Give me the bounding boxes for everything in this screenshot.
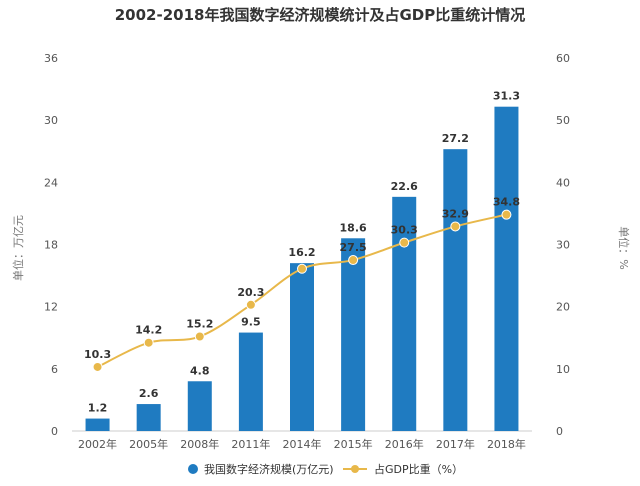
- bar: [85, 418, 110, 431]
- legend-line-dot: [351, 465, 359, 473]
- line-value-label: 30.3: [391, 224, 418, 237]
- left-tick-label: 0: [51, 425, 58, 438]
- bar: [443, 149, 468, 431]
- x-tick-label: 2002年: [78, 437, 117, 451]
- right-tick-label: 60: [556, 52, 570, 65]
- x-tick-label: 2011年: [231, 437, 270, 451]
- bar-value-label: 27.2: [442, 132, 469, 145]
- right-tick-label: 0: [556, 425, 563, 438]
- line-value-label: 32.9: [442, 207, 469, 220]
- line-value-label: 15.2: [186, 318, 213, 331]
- x-tick-label: 2015年: [334, 437, 373, 451]
- right-tick-label: 30: [556, 239, 570, 252]
- x-tick-label: 2014年: [283, 437, 322, 451]
- line-point: [92, 361, 103, 372]
- bar-value-label: 31.3: [493, 90, 520, 103]
- left-tick-label: 12: [44, 301, 58, 314]
- bar-value-label: 22.6: [391, 180, 418, 193]
- legend-line-label: 占GDP比重（%）: [374, 462, 463, 476]
- plot-area: 0 6 12 18 24 30 36 0 10 20 30 40 50 60 2002年 2005年 2008年…: [44, 52, 570, 451]
- bar-value-label: 4.8: [190, 364, 210, 377]
- bar: [187, 381, 212, 431]
- line-value-label: 20.3: [237, 286, 264, 299]
- chart-title: 2002-2018年我国数字经济规模统计及占GDP比重统计情况: [115, 6, 525, 24]
- bar-value-label: 9.5: [241, 316, 261, 329]
- left-axis-title: 单位：万亿元: [11, 215, 25, 281]
- bar-value-label: 2.6: [139, 387, 159, 400]
- x-tick-label: 2016年: [385, 437, 424, 451]
- right-tick-label: 20: [556, 301, 570, 314]
- left-tick-label: 24: [44, 176, 58, 189]
- bar: [494, 106, 519, 432]
- bar: [136, 404, 161, 431]
- bar: [290, 263, 314, 431]
- bar: [392, 196, 417, 431]
- line-point: [297, 263, 307, 274]
- x-tick-label: 2018年: [487, 437, 526, 451]
- right-tick-label: 50: [556, 114, 570, 127]
- right-axis-title: 单位：%: [617, 226, 631, 269]
- line-point: [194, 331, 205, 342]
- left-tick-label: 36: [44, 52, 58, 65]
- bar-value-label: 18.6: [340, 221, 367, 234]
- line-point: [501, 209, 512, 220]
- right-tick-label: 40: [556, 176, 570, 189]
- line-value-label: 34.8: [493, 196, 520, 209]
- x-tick-label: 2008年: [180, 437, 219, 451]
- bar-value-label: 16.2: [288, 246, 315, 259]
- x-tick-label: 2005年: [129, 437, 168, 451]
- bar: [238, 332, 263, 431]
- line-point: [143, 337, 154, 348]
- line-value-label: 14.2: [135, 324, 162, 337]
- bar: [341, 238, 366, 431]
- line-point: [245, 299, 256, 310]
- line-value-label: 27.5: [340, 241, 367, 254]
- legend-bar-marker: [188, 464, 198, 474]
- left-tick-label: 18: [44, 239, 58, 252]
- right-tick-label: 10: [556, 363, 570, 376]
- bar-value-label: 1.2: [88, 402, 108, 415]
- legend-bar-label: 我国数字经济规模(万亿元): [204, 462, 334, 476]
- line-point: [399, 237, 410, 248]
- line-value-label: 10.3: [84, 348, 111, 361]
- left-tick-label: 6: [51, 363, 58, 376]
- left-tick-label: 30: [44, 114, 58, 127]
- line-point: [348, 255, 359, 266]
- line-point: [450, 221, 461, 232]
- x-tick-label: 2017年: [436, 437, 475, 451]
- legend: 我国数字经济规模(万亿元) 占GDP比重（%）: [188, 462, 463, 476]
